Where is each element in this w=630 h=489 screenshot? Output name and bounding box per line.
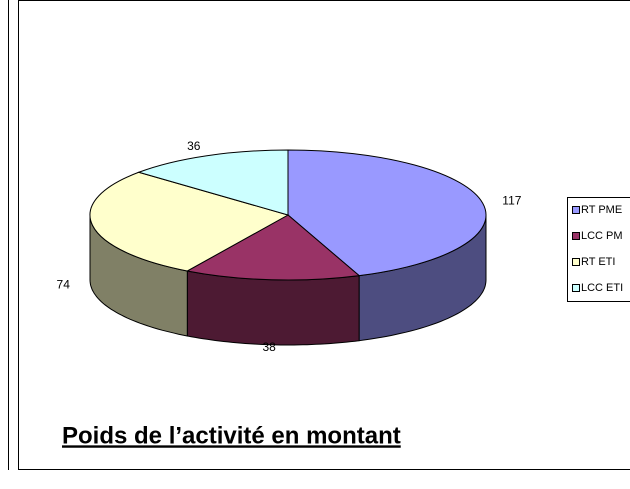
legend-label: LCC ETI: [581, 282, 623, 294]
legend-swatch: [572, 284, 580, 292]
slice: [287, 149, 487, 277]
slice-side: [186, 270, 360, 346]
legend-label: RT PME: [581, 204, 622, 216]
slice: [185, 214, 361, 281]
legend-swatch: [572, 232, 580, 240]
chart-frame: [18, 0, 630, 470]
legend-swatch: [572, 258, 580, 266]
legend-label: RT ETI: [581, 256, 615, 268]
slice: [89, 171, 290, 272]
chart-title: Poids de l’activité en montant: [62, 422, 401, 449]
data-label: 38: [262, 340, 276, 354]
data-label: 117: [502, 194, 521, 208]
legend-label: LCC PM: [581, 230, 623, 242]
legend-box: [567, 197, 630, 302]
slice: [137, 149, 289, 216]
data-label: 36: [187, 139, 201, 153]
data-label: 74: [57, 278, 71, 292]
legend-swatch: [572, 206, 580, 214]
